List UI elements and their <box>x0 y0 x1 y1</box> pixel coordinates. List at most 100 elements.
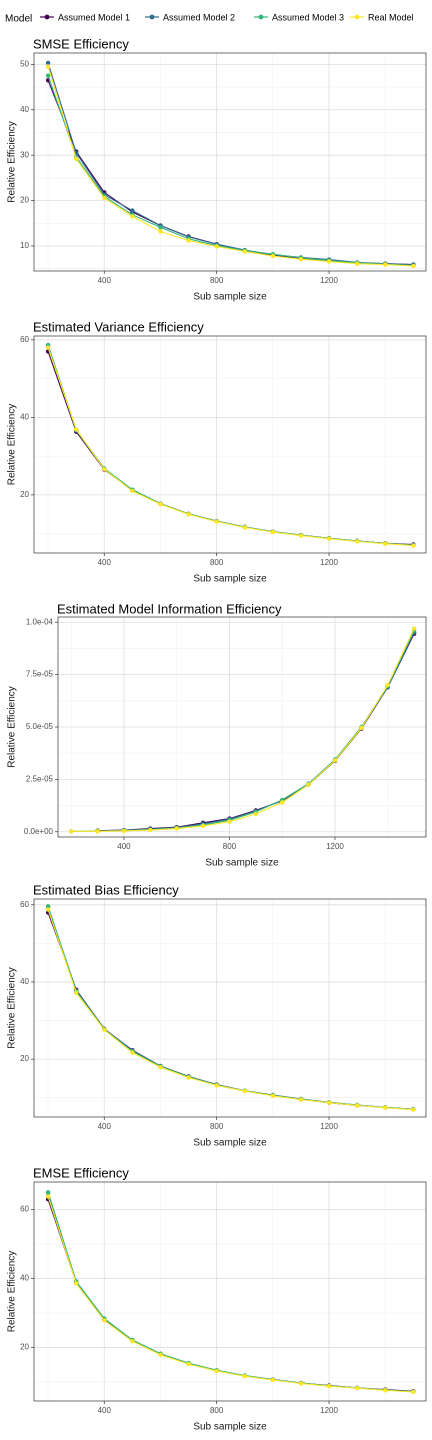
data-point <box>411 1389 416 1395</box>
series-real-model <box>45 1194 416 1395</box>
data-point <box>130 1050 135 1055</box>
panel-emse-efficiency: EMSE Efficiency 400 800 1200 20 40 60 Sub sampl… <box>7 1165 427 1433</box>
data-point <box>186 512 191 517</box>
data-point <box>411 1107 416 1112</box>
x-tick-label: 400 <box>117 842 131 851</box>
legend-item-assumed-model-2: Assumed Model 2 <box>145 12 235 22</box>
data-point <box>158 1352 163 1358</box>
panel-title: Estimated Variance Efficiency <box>33 319 204 334</box>
data-point <box>242 1088 247 1094</box>
y-tick-label: 30 <box>20 150 29 159</box>
y-tick-label: 60 <box>20 1205 29 1214</box>
data-point <box>411 263 416 269</box>
data-point <box>383 541 388 546</box>
data-point <box>253 811 258 817</box>
data-point <box>270 1093 276 1099</box>
y-axis-label: Relative Efficiency <box>7 686 18 768</box>
x-tick-label: 1200 <box>320 1406 338 1415</box>
x-axis-label: Sub sample size <box>193 574 267 585</box>
legend-label: Real Model <box>368 12 414 22</box>
data-point <box>200 823 206 829</box>
data-point <box>45 60 51 66</box>
series-real-model <box>45 64 416 269</box>
x-tick-label: 400 <box>98 1122 112 1131</box>
series-marks <box>69 626 417 834</box>
data-point <box>326 536 332 541</box>
axes: 400 800 1200 20 40 60 <box>20 1205 338 1415</box>
data-point <box>130 1339 135 1344</box>
legend-item-real-model: Real Model <box>350 12 414 22</box>
data-point <box>102 1318 107 1323</box>
plot-area <box>34 336 426 553</box>
series-marks <box>45 60 416 269</box>
data-point <box>306 782 311 787</box>
data-point <box>158 225 163 230</box>
x-tick-label: 1200 <box>320 276 338 285</box>
data-point <box>95 829 100 834</box>
panel-title: EMSE Efficiency <box>33 1165 129 1180</box>
x-axis-label: Sub sample size <box>205 858 279 869</box>
axes: 400 800 1200 10 20 30 40 50 <box>20 59 338 285</box>
legend-label: Assumed Model 2 <box>163 12 235 22</box>
data-point <box>214 519 219 524</box>
data-point <box>102 467 107 472</box>
data-point <box>326 1100 332 1105</box>
legend-label: Assumed Model 3 <box>272 12 344 22</box>
series-line <box>47 1196 414 1393</box>
x-axis-label: Sub sample size <box>193 1422 267 1433</box>
legend-title: Model <box>5 14 32 25</box>
axes: 400 800 1200 20 40 60 <box>20 900 338 1131</box>
x-tick-label: 400 <box>98 558 112 567</box>
x-axis-label: Sub sample size <box>193 292 267 303</box>
data-point <box>45 64 51 69</box>
series-line <box>47 75 414 267</box>
data-point <box>355 539 360 544</box>
series-real-model <box>45 907 416 1112</box>
y-tick-label: 40 <box>20 1274 29 1283</box>
panel-smse-efficiency: SMSE Efficiency 400 800 1200 10 20 30 40 50 Sub s… <box>7 36 427 303</box>
y-axis-label: Relative Efficiency <box>7 1251 18 1333</box>
series-marks <box>45 342 416 548</box>
data-point <box>45 1194 51 1199</box>
legend-key-point <box>354 14 360 20</box>
panel-border <box>33 335 427 554</box>
y-tick-label: 5.0e-05 <box>26 722 54 731</box>
x-tick-label: 800 <box>210 558 224 567</box>
grid <box>34 53 426 271</box>
panel-estimated-variance-efficiency: Estimated Variance Efficiency 400 800 1200 2… <box>7 319 427 585</box>
legend-label: Assumed Model 1 <box>58 12 130 22</box>
y-tick-label: 2.5e-05 <box>26 774 54 783</box>
x-tick-label: 400 <box>98 276 112 285</box>
panel-border <box>33 1181 427 1402</box>
y-tick-label: 60 <box>20 335 29 344</box>
data-point <box>74 990 79 995</box>
x-tick-label: 800 <box>210 1406 224 1415</box>
data-point <box>74 427 79 432</box>
data-point <box>102 195 107 201</box>
data-point <box>45 904 51 909</box>
legend-key-point <box>44 14 50 20</box>
y-axis-label: Relative Efficiency <box>7 121 18 203</box>
series-real-model <box>69 626 417 834</box>
data-point <box>45 1190 51 1195</box>
data-point <box>298 257 304 262</box>
data-point <box>214 1083 219 1088</box>
x-tick-label: 800 <box>210 276 224 285</box>
data-point <box>298 533 304 538</box>
x-tick-label: 800 <box>210 1122 224 1131</box>
series-line <box>47 347 414 547</box>
y-axis-label: Relative Efficiency <box>7 404 18 486</box>
data-point <box>174 826 179 831</box>
y-tick-label: 60 <box>20 900 29 909</box>
data-point <box>355 1103 360 1108</box>
x-tick-label: 800 <box>223 842 237 851</box>
series-marks <box>45 904 416 1112</box>
data-point <box>121 828 127 834</box>
x-tick-label: 1200 <box>320 1122 338 1131</box>
panel-title: Estimated Bias Efficiency <box>33 882 179 897</box>
data-point <box>270 529 276 535</box>
plot-area <box>34 899 426 1117</box>
data-point <box>242 525 247 530</box>
grid <box>34 899 426 1117</box>
series-line <box>47 66 414 267</box>
